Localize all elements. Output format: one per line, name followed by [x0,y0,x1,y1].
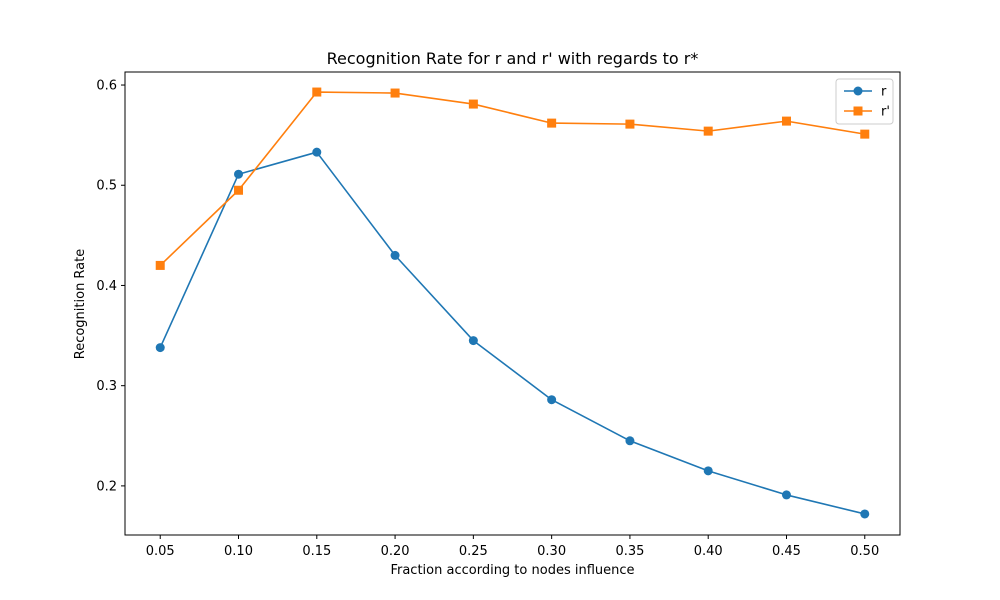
chart-title: Recognition Rate for r and r' with regar… [327,49,699,68]
x-tick-label: 0.45 [772,544,801,559]
x-axis-title: Fraction according to nodes influence [390,563,634,578]
data-point [468,336,478,346]
data-point [390,88,400,98]
legend-label: r' [881,105,890,120]
y-tick-label: 0.4 [96,279,117,294]
plot-frame [124,71,901,536]
y-tick-label: 0.2 [96,479,117,494]
legend-item: r' [844,105,890,120]
legend-item: r [844,85,887,100]
legend: r r' [835,78,894,125]
data-point [155,260,165,270]
y-tick-label: 0.6 [96,79,117,94]
x-tick-label: 0.25 [459,544,488,559]
data-point [155,343,165,353]
y-tick-label: 0.3 [96,379,117,394]
x-tick-label: 0.15 [302,544,331,559]
series-line [159,151,865,515]
data-point [390,250,400,260]
data-point [312,147,322,157]
x-tick-label: 0.10 [224,544,253,559]
legend-marker [853,86,863,96]
data-point [468,99,478,109]
data-point [781,490,791,500]
series-line [159,91,865,266]
x-tick-label: 0.05 [146,544,175,559]
plot-area: 0.05 0.10 0.15 0.20 0.25 0.30 0.35 0.40 0.45 0.50… [96,71,901,559]
x-tick-label: 0.35 [615,544,644,559]
data-point [781,116,791,126]
series-r-prime [155,87,870,270]
series-r [155,147,870,519]
y-axis-title: Recognition Rate [73,249,88,360]
legend-marker [853,106,863,116]
x-tick-label: 0.50 [850,544,879,559]
data-point [312,87,322,97]
data-point [625,119,635,129]
data-point [547,118,557,128]
data-point [234,169,244,179]
x-tick-label: 0.20 [381,544,410,559]
data-point [860,509,870,519]
x-tick-label: 0.40 [694,544,723,559]
data-point [703,466,713,476]
x-tick-label: 0.30 [537,544,566,559]
data-point [547,395,557,405]
data-point [625,436,635,446]
y-tick-label: 0.5 [96,179,117,194]
legend-label: r [881,85,887,100]
data-point [234,185,244,195]
data-point [860,129,870,139]
data-point [703,126,713,136]
